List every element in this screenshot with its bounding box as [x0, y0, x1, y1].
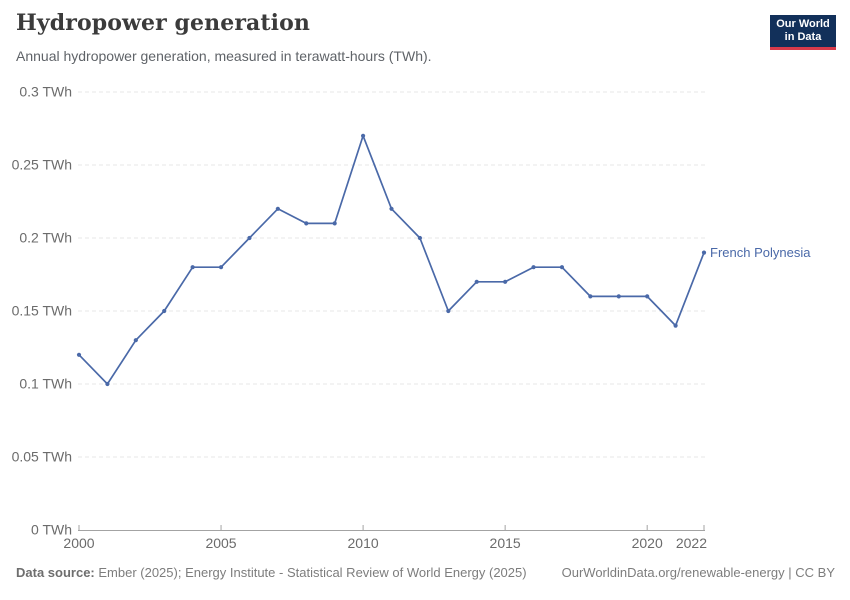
y-tick-label: 0.2 TWh	[19, 230, 72, 246]
data-point-marker	[588, 294, 593, 299]
data-point-marker	[304, 221, 309, 226]
y-tick-label: 0.25 TWh	[12, 157, 72, 173]
owid-logo[interactable]: Our World in Data	[770, 15, 836, 50]
y-tick-label: 0.15 TWh	[12, 303, 72, 319]
page-title: Hydropower generation	[16, 10, 310, 36]
data-point-marker	[559, 265, 565, 270]
data-point-marker	[701, 250, 707, 255]
x-tick-label: 2005	[205, 535, 236, 551]
data-source-text: Ember (2025); Energy Institute - Statist…	[94, 565, 527, 580]
y-tick-label: 0.05 TWh	[12, 449, 72, 465]
data-point-marker	[474, 279, 479, 284]
data-point-marker	[76, 352, 82, 357]
x-tick-label: 2015	[490, 535, 521, 551]
page-subtitle: Annual hydropower generation, measured i…	[16, 48, 432, 64]
series-line[interactable]	[78, 134, 705, 385]
x-tick-label: 2022	[676, 535, 707, 551]
data-point-marker	[446, 308, 451, 314]
data-point-marker	[105, 381, 110, 387]
x-tick-label: 2010	[348, 535, 379, 551]
y-tick-label: 0 TWh	[31, 522, 72, 538]
data-source-note: Data source: Ember (2025); Energy Instit…	[16, 565, 527, 580]
data-point-marker	[190, 265, 195, 270]
data-point-marker	[218, 265, 224, 270]
series-label: French Polynesia	[710, 245, 811, 260]
data-point-marker	[389, 206, 394, 211]
data-point-marker	[645, 294, 650, 299]
data-point-marker	[332, 221, 337, 226]
data-point-marker	[247, 235, 252, 241]
y-tick-label: 0.3 TWh	[19, 84, 72, 100]
data-point-marker	[360, 133, 366, 138]
owid-logo-line1: Our World	[776, 17, 830, 30]
data-point-marker	[531, 265, 536, 270]
data-point-marker	[275, 206, 280, 211]
data-point-marker	[673, 323, 678, 328]
x-tick-label: 2020	[632, 535, 663, 551]
data-point-marker	[162, 308, 167, 314]
y-tick-label: 0.1 TWh	[19, 376, 72, 392]
data-point-marker	[133, 338, 138, 343]
owid-logo-line2: in Data	[784, 31, 822, 43]
data-point-marker	[503, 279, 508, 284]
data-source-label: Data source:	[16, 565, 95, 580]
owid-url-link[interactable]: OurWorldinData.org/renewable-energy | CC…	[561, 565, 835, 580]
data-point-marker	[417, 235, 423, 241]
data-point-marker	[616, 294, 621, 299]
x-tick-label: 2000	[63, 535, 94, 551]
